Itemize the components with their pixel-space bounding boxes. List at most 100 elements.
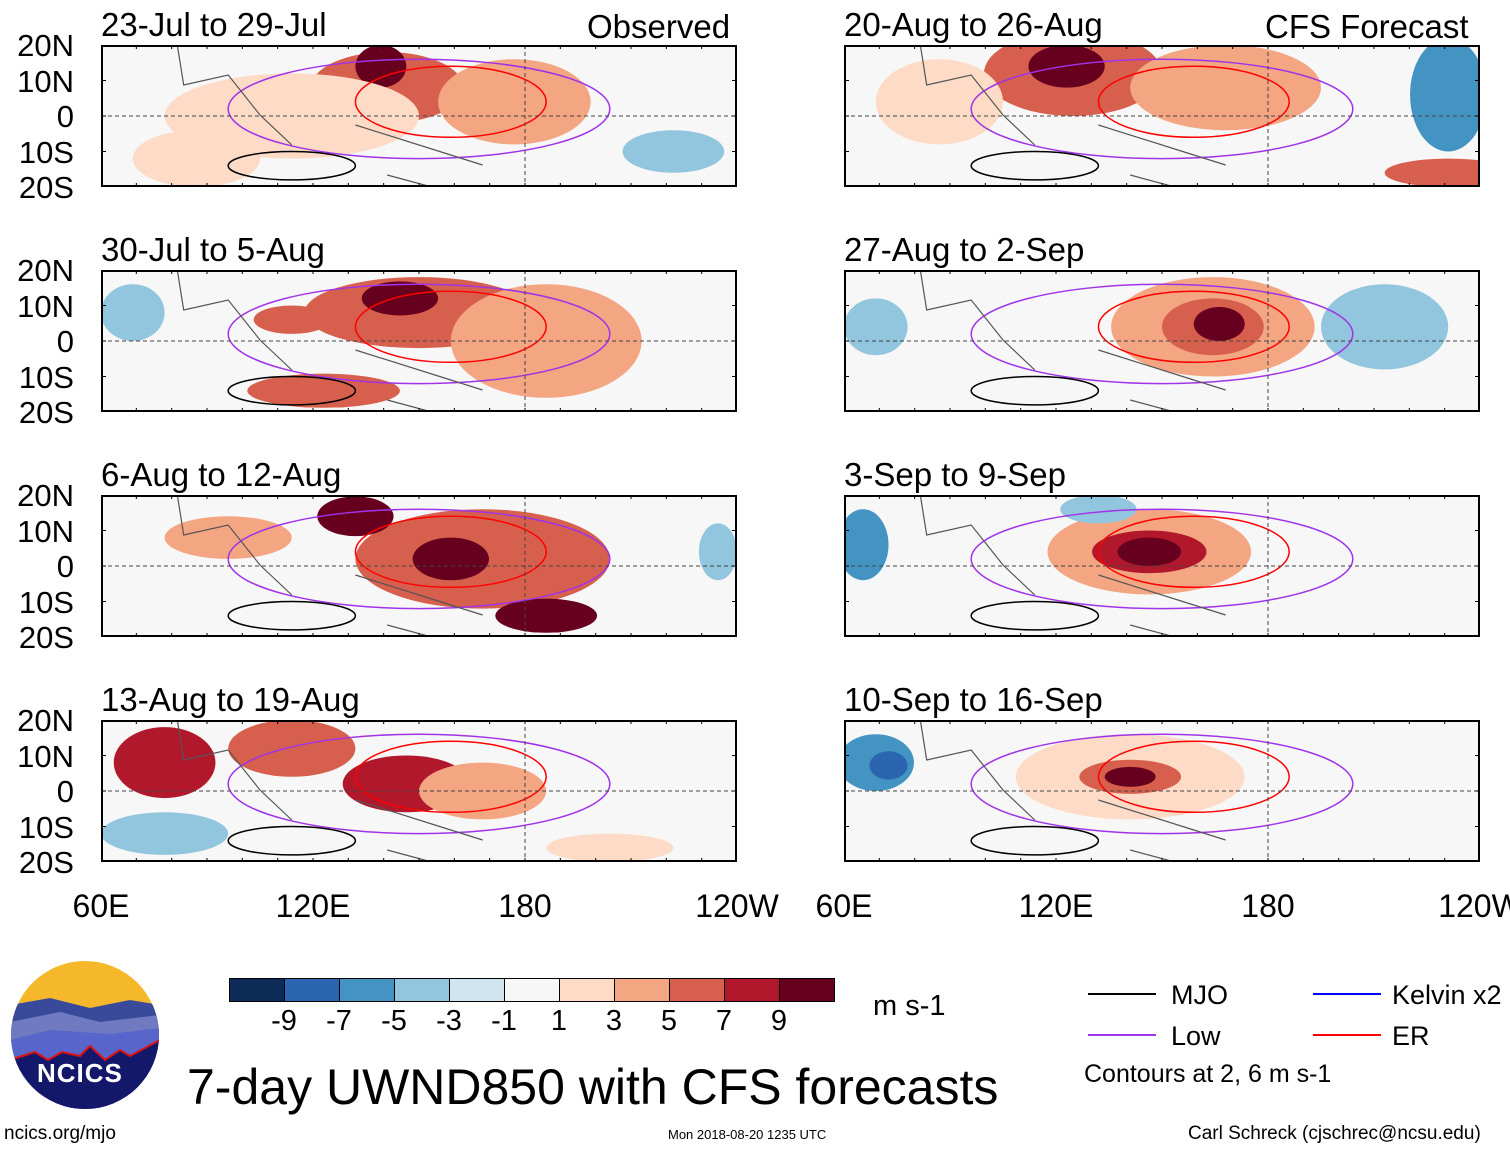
contour-line (1097, 740, 1290, 814)
lat-label: 10N (17, 513, 74, 549)
anomaly-shading (101, 284, 165, 341)
panel-title: 6-Aug to 12-Aug (101, 456, 342, 493)
colorbar-swatch (505, 979, 560, 1001)
colorbar (229, 978, 835, 1002)
colorbar-tick-label: 5 (660, 1005, 678, 1037)
anomaly-shading (844, 298, 908, 356)
map-panel (101, 495, 737, 637)
colorbar-units: m s-1 (873, 990, 946, 1022)
anomaly-shading (1410, 45, 1480, 152)
panel-frame (101, 495, 737, 637)
colorbar-tick-label: -9 (271, 1005, 297, 1037)
contour-line (227, 733, 611, 835)
anomaly-shading (844, 509, 889, 581)
colorbar-tick-label: 3 (605, 1005, 623, 1037)
anomaly-shading (228, 720, 356, 777)
panel-frame (101, 270, 737, 412)
legend-line-er (1313, 1034, 1381, 1036)
lat-label: 10N (17, 288, 74, 324)
panel-title: 3-Sep to 9-Sep (844, 456, 1066, 493)
anomaly-shading (113, 727, 216, 799)
contour-note: Contours at 2, 6 m s-1 (1084, 1060, 1332, 1088)
lat-label: 10S (18, 584, 74, 620)
lat-label: 20S (18, 620, 74, 655)
anomaly-shading (1130, 45, 1321, 131)
colorbar-tick-label: -7 (326, 1005, 352, 1037)
contour-line (227, 375, 357, 406)
lat-label: 20S (18, 170, 74, 205)
map-panel (101, 720, 737, 862)
colorbar-tick-label: -1 (491, 1005, 517, 1037)
legend-label-kelvin: Kelvin x2 (1392, 980, 1502, 1010)
anomaly-shading (869, 751, 908, 780)
colorbar-tick-label: 9 (770, 1005, 788, 1037)
contour-line (970, 150, 1100, 181)
contour-line (354, 290, 547, 364)
panel-title: 13-Aug to 19-Aug (101, 681, 360, 718)
contour-line (970, 825, 1100, 856)
contour-line (227, 150, 357, 181)
legend-label-low: Low (1171, 1021, 1221, 1051)
anomaly-shading (1117, 537, 1182, 566)
forecast-header: CFS Forecast (1265, 8, 1469, 45)
map-panel (844, 45, 1480, 187)
anomaly-shading (1321, 284, 1449, 370)
lat-label: 0 (56, 549, 74, 584)
colorbar-tick-label: 1 (550, 1005, 568, 1037)
map-panel (101, 45, 737, 187)
lon-label: 120E (275, 888, 351, 924)
url-text[interactable]: ncics.org/mjo (4, 1123, 116, 1144)
lat-label: 0 (56, 324, 74, 359)
figure-title: 7-day UWND850 with CFS forecasts (187, 1059, 999, 1115)
lon-label: 120W (1438, 888, 1510, 924)
anomaly-shading (1193, 306, 1245, 341)
map-panel (844, 495, 1480, 637)
colorbar-swatch (450, 979, 505, 1001)
observed-header: Observed (587, 8, 731, 45)
anomaly-shading (875, 59, 1003, 145)
anomaly-shading (253, 305, 330, 334)
anomaly-shading (698, 523, 737, 581)
anomaly-shading (1104, 766, 1156, 787)
legend-line-mjo (1088, 993, 1156, 995)
panel-title: 27-Aug to 2-Sep (844, 231, 1085, 268)
lat-label: 10S (18, 359, 74, 395)
timestamp: Mon 2018-08-20 1235 UTC (668, 1127, 827, 1142)
anomaly-shading (622, 130, 725, 173)
panel-frame (844, 720, 1480, 862)
anomaly-shading (317, 496, 394, 537)
lon-label: 120W (695, 888, 779, 924)
lat-label: 10N (17, 738, 74, 774)
colorbar-swatch (560, 979, 615, 1001)
contour-line (354, 515, 547, 589)
lat-label: 10S (18, 134, 74, 170)
lon-label: 60E (72, 888, 130, 924)
anomaly-shading (355, 45, 407, 88)
lat-label: 20N (17, 703, 74, 738)
contour-line (970, 375, 1100, 406)
credit: Carl Schreck (cjschrec@ncsu.edu) (1188, 1123, 1481, 1144)
anomaly-shading (495, 598, 598, 633)
anomaly-shading (412, 537, 489, 581)
lon-label: 180 (1241, 888, 1295, 924)
panel-title: 23-Jul to 29-Jul (101, 6, 327, 43)
contour-line (227, 508, 611, 610)
map-panel (844, 720, 1480, 862)
lat-label: 0 (56, 99, 74, 134)
contour-line (227, 283, 611, 385)
contour-line (354, 65, 547, 139)
legend-line-low (1088, 1034, 1156, 1036)
contour-line (227, 825, 357, 856)
lon-label: 60E (815, 888, 873, 924)
anomaly-shading (546, 833, 674, 862)
contour-line (970, 733, 1354, 835)
anomaly-shading (361, 281, 439, 316)
contour-line (1097, 65, 1290, 139)
lat-label: 10N (17, 63, 74, 99)
contour-line (354, 740, 547, 814)
logo-text: NCICS (37, 1058, 123, 1088)
anomaly-shading (164, 516, 292, 559)
anomaly-shading (101, 812, 229, 855)
contour-line (970, 283, 1354, 385)
